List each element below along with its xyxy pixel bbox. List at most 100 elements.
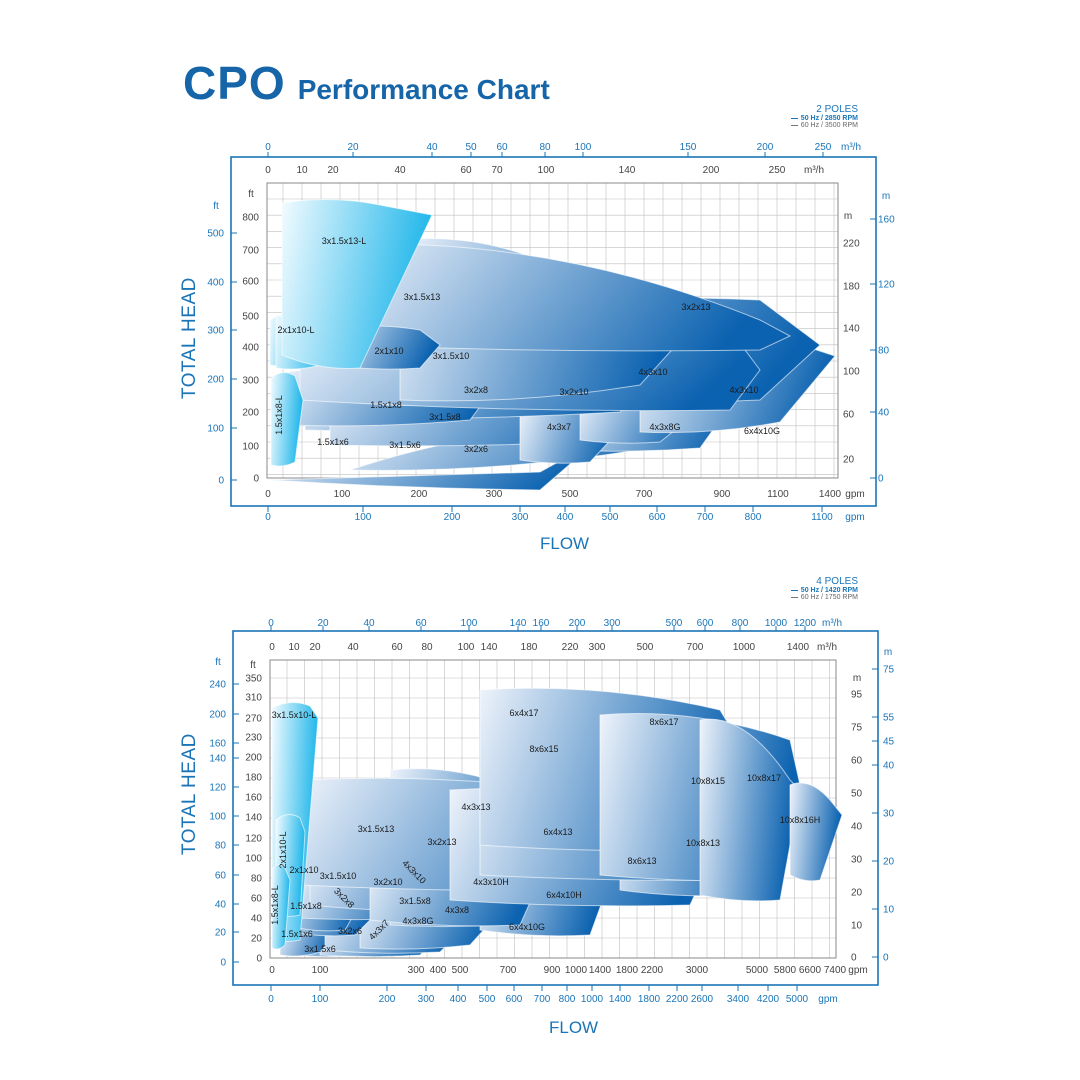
outer-x-gpm-tick: 200 bbox=[444, 512, 461, 523]
outer-x-m3h-tick: 40 bbox=[426, 142, 438, 153]
inner-y-m-tick: 50 bbox=[851, 789, 863, 800]
inner-y-ft-tick: 200 bbox=[245, 753, 262, 764]
outer-y-ft-tick: 100 bbox=[209, 812, 226, 823]
outer-x-gpm-tick: 400 bbox=[557, 512, 574, 523]
outer-frame bbox=[232, 630, 879, 986]
pump-curve bbox=[270, 372, 304, 467]
outer-x-m3h-tick: 60 bbox=[415, 618, 427, 629]
outer-y-ft-tick: 240 bbox=[209, 680, 226, 691]
model-label: 4x3x10 bbox=[638, 367, 667, 377]
model-label: 4x3x7 bbox=[547, 422, 571, 432]
inner-y-m-tick: 40 bbox=[851, 822, 863, 833]
model-label: 10x8x16H bbox=[780, 815, 821, 825]
model-label: 4x3x10H bbox=[473, 877, 509, 887]
pump-curve bbox=[349, 243, 792, 352]
outer-x-gpm-tick: 1000 bbox=[581, 994, 604, 1005]
outer-x-m3h-tick: 140 bbox=[510, 618, 527, 629]
model-label: 10x8x13 bbox=[686, 838, 720, 848]
line-60hz-swatch bbox=[790, 124, 798, 126]
pump-curve bbox=[271, 864, 291, 950]
inner-x-m3h-tick: 40 bbox=[347, 642, 359, 653]
inner-y-ft-unit: ft bbox=[250, 660, 256, 671]
model-label: 2x1x10-L bbox=[278, 831, 288, 868]
outer-x-m3h-tick: 50 bbox=[465, 142, 477, 153]
model-label: 1.5x1x8-L bbox=[274, 395, 284, 435]
outer-y-m-unit: m bbox=[882, 191, 890, 202]
inner-y-m-tick: 20 bbox=[843, 455, 855, 466]
outer-x-gpm-tick: 700 bbox=[534, 994, 551, 1005]
model-label: 4x3x10 bbox=[729, 385, 758, 395]
outer-x-gpm-tick: 800 bbox=[559, 994, 576, 1005]
model-label: 8x6x15 bbox=[529, 744, 558, 754]
inner-x-gpm-tick: 900 bbox=[544, 965, 561, 976]
inner-x-m3h-tick: 500 bbox=[637, 642, 654, 653]
inner-x-m3h-tick: 140 bbox=[481, 642, 498, 653]
inner-y-ft-tick: 100 bbox=[242, 442, 259, 453]
model-label: 3x1.5x10-L bbox=[272, 710, 317, 720]
outer-x-gpm-tick: 1400 bbox=[609, 994, 632, 1005]
inner-x-gpm-tick: 700 bbox=[636, 489, 653, 500]
outer-x-gpm-tick: 100 bbox=[312, 994, 329, 1005]
inner-x-gpm-tick: 5000 bbox=[746, 965, 769, 976]
inner-y-ft-tick: 180 bbox=[245, 773, 262, 784]
inner-x-m3h-tick: 10 bbox=[288, 642, 300, 653]
inner-y-ft-tick: 600 bbox=[242, 277, 259, 288]
inner-x-gpm-tick: 1000 bbox=[565, 965, 588, 976]
outer-y-ft-tick: 200 bbox=[209, 710, 226, 721]
outer-x-gpm-tick: 400 bbox=[450, 994, 467, 1005]
outer-x-gpm-tick: 600 bbox=[649, 512, 666, 523]
model-label: 3x1.5x13 bbox=[358, 824, 395, 834]
outer-y-m-tick: 10 bbox=[883, 905, 895, 916]
outer-y-ft-unit: ft bbox=[215, 657, 221, 668]
inner-y-ft-tick: 100 bbox=[245, 854, 262, 865]
poles-legend-4: 4 POLES 50 Hz / 1420 RPM 60 Hz / 1750 RP… bbox=[790, 576, 858, 601]
inner-y-m-tick: 180 bbox=[843, 282, 860, 293]
outer-y-m-unit: m bbox=[884, 647, 892, 658]
model-label: 6x4x17 bbox=[509, 708, 538, 718]
outer-y-ft-tick: 100 bbox=[207, 424, 224, 435]
outer-x-gpm-tick: 500 bbox=[602, 512, 619, 523]
model-label: 4x3x8G bbox=[649, 422, 680, 432]
inner-y-m-tick: 30 bbox=[851, 855, 863, 866]
outer-x-m3h-tick: 60 bbox=[496, 142, 508, 153]
inner-x-m3h-unit: m³/h bbox=[804, 165, 824, 176]
inner-x-m3h-tick: 70 bbox=[491, 165, 503, 176]
outer-x-gpm-unit: gpm bbox=[818, 994, 837, 1005]
model-label: 6x4x10H bbox=[546, 890, 582, 900]
outer-y-m-tick: 40 bbox=[883, 761, 895, 772]
x-axis-title: FLOW bbox=[540, 534, 590, 553]
inner-x-gpm-tick: 500 bbox=[452, 965, 469, 976]
outer-x-gpm-tick: 1100 bbox=[811, 512, 833, 523]
outer-y-m-tick: 40 bbox=[878, 408, 890, 419]
model-label: 3x2x8 bbox=[464, 385, 488, 395]
y-axis-title: TOTAL HEAD bbox=[179, 733, 200, 855]
inner-x-gpm-tick: 6600 bbox=[799, 965, 822, 976]
inner-x-gpm-tick: 0 bbox=[265, 489, 271, 500]
outer-y-ft-tick: 120 bbox=[209, 783, 226, 794]
outer-x-gpm-tick: 1800 bbox=[638, 994, 661, 1005]
outer-x-gpm-tick: 0 bbox=[268, 994, 274, 1005]
inner-y-m-tick: 60 bbox=[843, 410, 855, 421]
outer-x-m3h-tick: 100 bbox=[461, 618, 478, 629]
model-label: 3x1.5x8 bbox=[429, 412, 461, 422]
inner-y-ft-tick: 0 bbox=[256, 954, 262, 965]
poles-line2: 60 Hz / 1750 RPM bbox=[800, 594, 858, 601]
inner-y-m-tick: 0 bbox=[851, 953, 857, 964]
inner-x-m3h-tick: 300 bbox=[589, 642, 606, 653]
inner-y-m-tick: 75 bbox=[851, 723, 863, 734]
inner-y-ft-tick: 500 bbox=[242, 312, 259, 323]
model-label: 3x1.5x10 bbox=[433, 351, 470, 361]
inner-x-gpm-tick: 1400 bbox=[819, 489, 842, 500]
model-label: 3x1.5x6 bbox=[304, 944, 336, 954]
outer-x-gpm-tick: 500 bbox=[479, 994, 496, 1005]
title-subtitle: Performance Chart bbox=[297, 74, 550, 105]
inner-x-gpm-tick: 1800 bbox=[616, 965, 639, 976]
model-label: 1.5x1x8-L bbox=[270, 885, 280, 925]
outer-x-gpm-tick: 5000 bbox=[786, 994, 809, 1005]
outer-x-m3h-tick: 160 bbox=[533, 618, 550, 629]
inner-y-ft-tick: 270 bbox=[245, 714, 262, 725]
outer-x-m3h-tick: 40 bbox=[363, 618, 375, 629]
model-label: 3x1.5x6 bbox=[389, 440, 421, 450]
outer-x-m3h-tick: 150 bbox=[680, 142, 697, 153]
inner-y-ft-tick: 80 bbox=[251, 874, 263, 885]
